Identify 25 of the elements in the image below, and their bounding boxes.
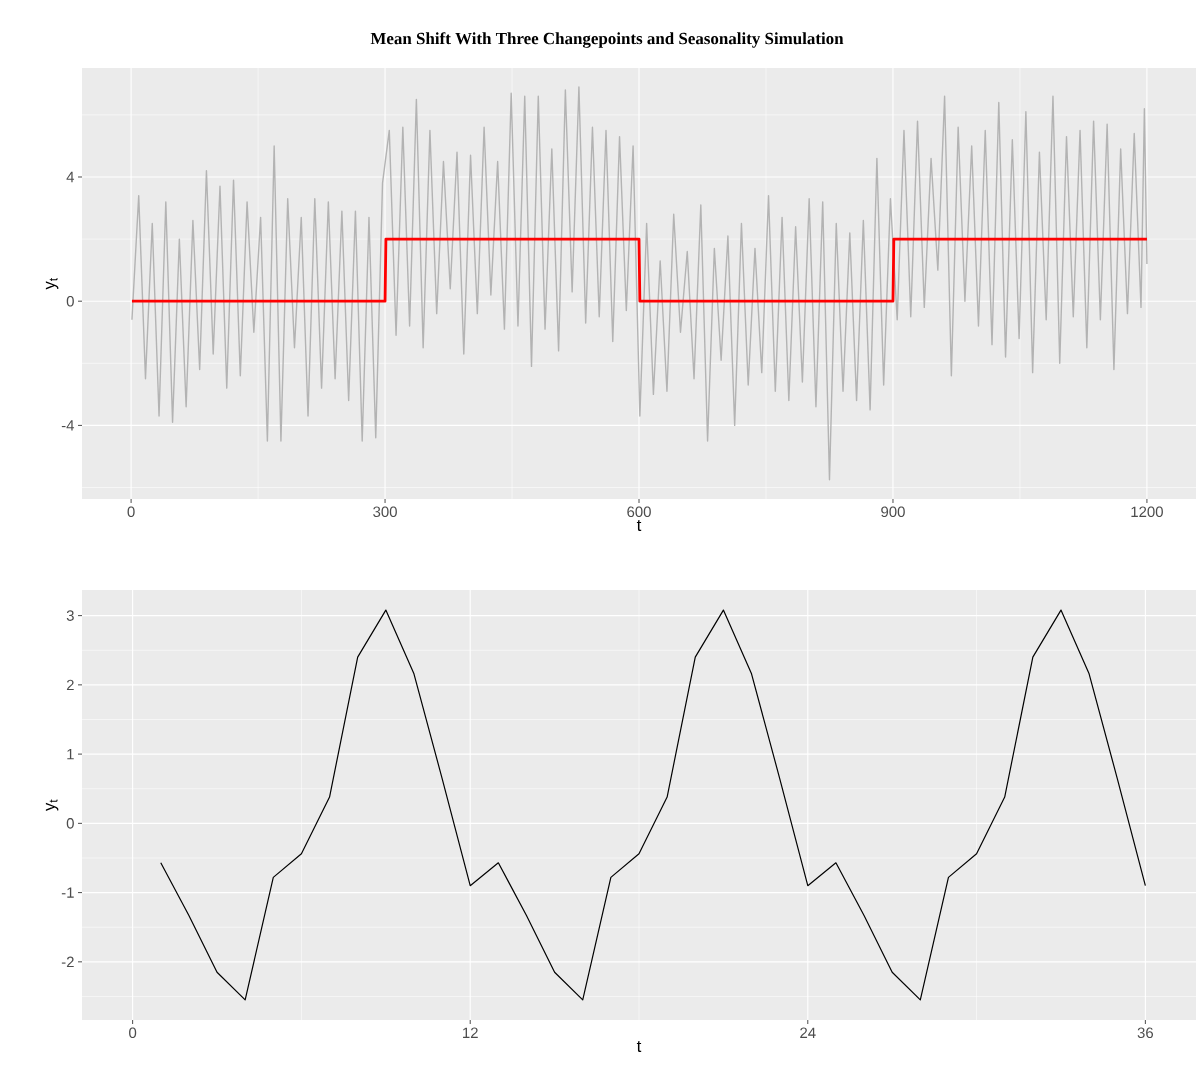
x-tick-label: 900 xyxy=(881,506,905,518)
x-tick-label: 0 xyxy=(127,506,135,518)
y-tick-label: 0 xyxy=(66,295,74,307)
chart-title: Mean Shift With Three Changepoints and Seasonality Simulation xyxy=(370,32,844,48)
y-tick-label: 0 xyxy=(66,818,74,829)
y-tick-label: -1 xyxy=(61,887,74,898)
x-tick-label: 1200 xyxy=(1131,506,1163,518)
line-series xyxy=(131,86,1148,481)
x-axis-title: t xyxy=(636,519,642,532)
y-tick-label: 1 xyxy=(67,748,74,760)
x-tick-label: 0 xyxy=(129,1027,137,1039)
y-tick-label: 3 xyxy=(66,610,74,621)
x-tick-label: 600 xyxy=(627,506,651,518)
y-axis-title: y$_{t}$ xyxy=(45,277,59,290)
x-tick-label: 36 xyxy=(1137,1027,1154,1039)
y-axis-title: y$_{t}$ xyxy=(45,799,59,812)
y-tick-label: 2 xyxy=(66,679,74,691)
x-axis-title: t xyxy=(636,1040,642,1053)
x-tick-label: 300 xyxy=(373,506,397,518)
y-tick-label: -4 xyxy=(61,420,75,431)
y-tick-label: 4 xyxy=(66,171,75,183)
x-tick-label: 12 xyxy=(463,1027,478,1038)
x-tick-label: 24 xyxy=(800,1027,816,1038)
line-series xyxy=(160,609,1146,1001)
y-tick-label: -2 xyxy=(61,956,74,968)
